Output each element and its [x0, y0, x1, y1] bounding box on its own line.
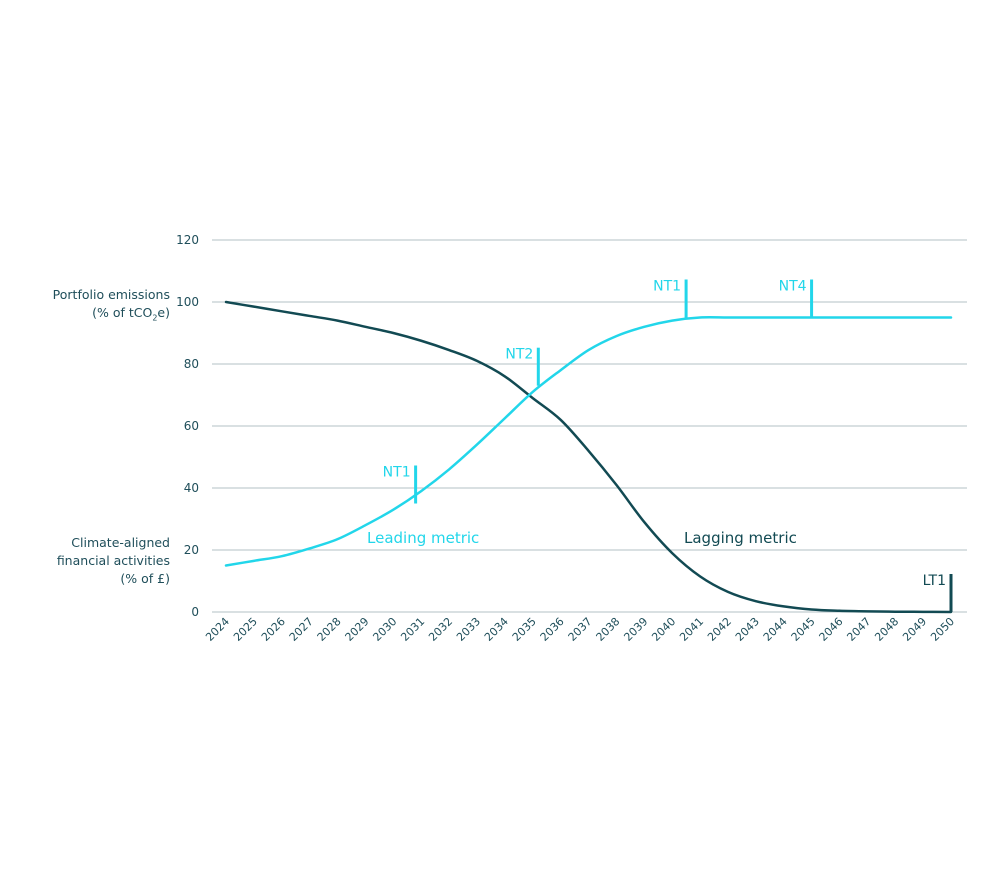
x-tick-label: 2038 [594, 615, 623, 644]
x-tick-label: 2028 [315, 615, 344, 644]
leading-metric-label: Leading metric [367, 529, 479, 547]
y-axis-label-climate-line1: Climate-aligned [71, 535, 170, 550]
y-axis-label-emissions-line2: (% of tCO2e) [92, 305, 170, 323]
x-tick-label: 2045 [789, 615, 818, 644]
x-tick-label: 2026 [259, 615, 288, 644]
x-tick-label: 2034 [482, 615, 511, 644]
target-marker-label: NT1 [653, 279, 681, 295]
y-tick-label: 40 [184, 481, 199, 495]
x-tick-label: 2047 [844, 615, 873, 644]
x-tick-label: 2048 [872, 615, 901, 644]
x-tick-label: 2046 [817, 615, 846, 644]
x-tick-label: 2043 [733, 615, 762, 644]
x-tick-label: 2035 [510, 615, 539, 644]
x-tick-label: 2037 [566, 615, 595, 644]
target-marker-label: NT4 [779, 279, 807, 295]
series-labels: Lagging metric Leading metric [367, 529, 797, 547]
y-axis-label-climate-line2: financial activities [56, 553, 170, 568]
target-marker-label: NT1 [383, 465, 411, 481]
x-tick-label: 2042 [705, 615, 734, 644]
target-marker-label: NT2 [505, 347, 533, 363]
y-axis-label-emissions: Portfolio emissions (% of tCO2e) [0, 286, 170, 328]
gridlines [212, 239, 967, 613]
x-tick-labels: 2024202520262027202820292030203120322033… [203, 615, 957, 644]
target-marker-label: LT1 [923, 573, 946, 589]
x-tick-label: 2036 [538, 615, 567, 644]
target-markers: NT1 NT2 NT1 NT4 LT1 [383, 279, 953, 612]
y-tick-label: 0 [191, 605, 199, 619]
x-tick-label: 2049 [900, 615, 929, 644]
x-tick-label: 2029 [343, 615, 372, 644]
x-tick-label: 2033 [454, 615, 483, 644]
y-axis-label-climate-line3: (% of £) [120, 571, 170, 586]
x-tick-label: 2030 [370, 615, 399, 644]
x-tick-label: 2044 [761, 615, 790, 644]
y-axis-label-climate: Climate-aligned financial activities (% … [0, 534, 170, 588]
x-tick-label: 2024 [203, 615, 232, 644]
lagging-metric-line [224, 300, 953, 614]
y-tick-label: 20 [184, 543, 199, 557]
x-tick-label: 2025 [231, 615, 260, 644]
y-tick-label: 80 [184, 357, 199, 371]
x-tick-label: 2031 [398, 615, 427, 644]
leading-metric-line [224, 316, 953, 567]
x-tick-label: 2027 [287, 615, 316, 644]
y-tick-label: 120 [176, 233, 199, 247]
lagging-metric-label: Lagging metric [684, 529, 797, 547]
series-lines [224, 300, 953, 614]
x-tick-label: 2032 [426, 615, 455, 644]
y-tick-label: 60 [184, 419, 199, 433]
x-tick-label: 2050 [928, 615, 957, 644]
x-tick-label: 2039 [621, 615, 650, 644]
y-tick-labels: 0 20 40 60 80 100 120 [176, 233, 199, 619]
x-tick-label: 2041 [677, 615, 706, 644]
y-tick-label: 100 [176, 295, 199, 309]
x-tick-label: 2040 [649, 615, 678, 644]
y-axis-label-emissions-line1: Portfolio emissions [52, 287, 170, 302]
